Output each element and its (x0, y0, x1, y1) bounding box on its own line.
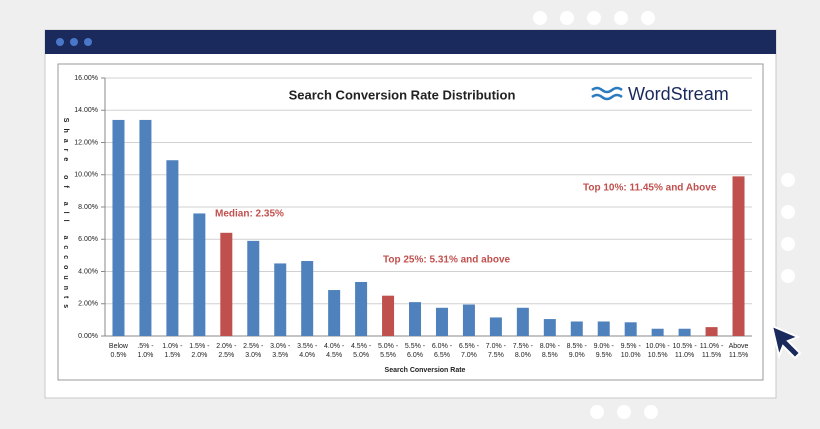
cursor (770, 324, 802, 360)
bar (489, 317, 502, 336)
bar (435, 307, 448, 336)
x-tick-label: .5% - 1.0% (137, 343, 154, 359)
window-dot (56, 38, 64, 46)
x-axis-label: Search Conversion Rate (385, 367, 466, 374)
annotation: Top 10%: 11.45% and Above (583, 183, 717, 194)
y-tick-label: 0.00% (78, 333, 98, 340)
x-tick-label: 8.0% - 8.5% (539, 343, 560, 359)
bar (355, 281, 368, 336)
x-tick-label: 4.0% - 4.5% (324, 343, 345, 359)
x-tick-label: Below 0.5% (108, 343, 128, 359)
chart-title: Search Conversion Rate Distribution (289, 87, 516, 102)
x-tick-label: 10.0% - 10.5% (645, 343, 670, 359)
x-tick-label: 9.5% - 10.0% (620, 343, 641, 359)
x-tick-label: 7.0% - 7.5% (485, 343, 506, 359)
bar (247, 240, 260, 336)
bar (409, 302, 422, 336)
bar (166, 160, 179, 336)
bar (193, 213, 206, 336)
y-tick-label: 14.00% (74, 107, 98, 114)
logo-waves (591, 86, 623, 101)
bar (139, 119, 152, 336)
annotation: Median: 2.35% (215, 209, 284, 220)
bar (732, 176, 745, 336)
y-tick-label: 8.00% (78, 204, 98, 211)
x-tick-label: 10.5% - 11.0% (672, 343, 697, 359)
x-tick-label: 5.0% - 5.5% (377, 343, 399, 359)
x-tick-label: 8.5% - 9.0% (566, 343, 587, 359)
bar (382, 295, 395, 336)
bar (597, 321, 610, 336)
x-tick-label: Above 11.5% (728, 343, 749, 359)
x-tick-label: 3.5% - 4.0% (297, 343, 318, 359)
x-tick-label: 4.5% - 5.0% (350, 343, 372, 359)
x-tick-label: 7.5% - 8.0% (512, 343, 533, 359)
x-tick-label: 1.0% - 1.5% (162, 343, 183, 359)
bar (112, 119, 125, 336)
y-tick-label: 4.00% (78, 268, 98, 275)
bar (220, 232, 233, 336)
x-tick-label: 2.0% - 2.5% (216, 343, 237, 359)
y-tick-label: 12.00% (74, 139, 98, 146)
window-dot (84, 38, 92, 46)
bar (301, 261, 314, 336)
x-tick-label: 11.0% - 11.5% (699, 343, 724, 359)
bar (570, 321, 583, 336)
y-axis-label: Share of all accounts (62, 118, 69, 314)
x-tick-label: 3.0% - 3.5% (270, 343, 291, 359)
x-tick-label: 2.5% - 3.0% (243, 343, 264, 359)
x-tick-label: 6.0% - 6.5% (431, 343, 453, 359)
title-bar (45, 30, 776, 54)
window-dot (70, 38, 78, 46)
x-tick-label: 6.5% - 7.0% (458, 343, 480, 359)
y-tick-label: 10.00% (74, 172, 98, 179)
bar (705, 327, 718, 336)
bar (274, 263, 287, 336)
annotation: Top 25%: 5.31% and above (383, 255, 511, 266)
bar (678, 328, 691, 336)
bar (516, 307, 529, 336)
x-tick-label: 5.5% - 6.0% (404, 343, 426, 359)
x-tick-label: 9.0% - 9.5% (593, 343, 614, 359)
x-tick-label: 1.5% - 2.0% (189, 343, 210, 359)
bar (651, 328, 664, 336)
bar (462, 304, 475, 336)
bar (543, 319, 556, 336)
y-tick-label: 16.00% (74, 75, 98, 82)
y-tick-label: 2.00% (78, 301, 98, 308)
bar (328, 290, 341, 336)
bar (624, 322, 637, 336)
y-tick-label: 6.00% (78, 236, 98, 243)
decor-dots (533, 11, 795, 419)
logo: WordStream (628, 84, 729, 104)
